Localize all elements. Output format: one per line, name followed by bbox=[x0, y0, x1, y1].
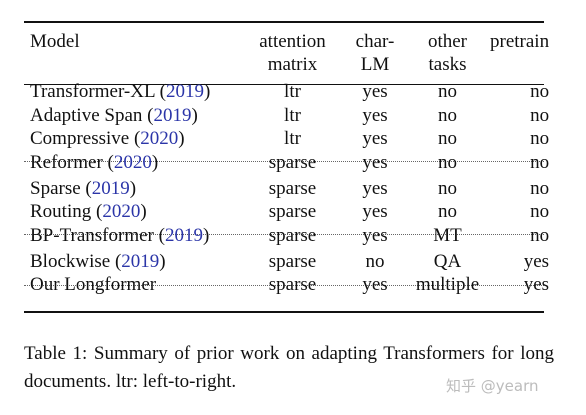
citation-year-link[interactable]: 2020 bbox=[102, 201, 141, 222]
header-char-lm: char-LM bbox=[355, 31, 395, 75]
cell-attention: sparse bbox=[268, 177, 317, 199]
model-name: Transformer-XL ( bbox=[30, 81, 166, 102]
cell-char-lm: yes bbox=[362, 274, 388, 295]
cell-other-tasks: no bbox=[438, 151, 457, 173]
table-row: Blockwise (2019) sparse no QA yes bbox=[30, 250, 549, 274]
group-divider-3 bbox=[24, 285, 544, 286]
cell-model: Blockwise (2019) bbox=[30, 250, 240, 274]
cell-attention: sparse bbox=[268, 250, 317, 272]
header-pretrain: pretrain bbox=[490, 31, 550, 52]
header-attention-line2: matrix bbox=[267, 54, 318, 75]
cell-other-tasks: no bbox=[438, 201, 457, 222]
cell-other-tasks: QA bbox=[433, 250, 462, 272]
model-name: Sparse ( bbox=[30, 177, 92, 199]
model-name: Routing ( bbox=[30, 201, 103, 222]
cell-pretrain: no bbox=[530, 81, 550, 102]
model-name: Adaptive Span ( bbox=[30, 104, 154, 126]
citation-close: ) bbox=[191, 104, 198, 126]
cell-pretrain: yes bbox=[523, 250, 550, 272]
cell-pretrain: no bbox=[530, 128, 550, 149]
table-top-rule bbox=[24, 21, 544, 23]
cell-model: Our Longformer bbox=[30, 273, 240, 299]
cell-char-lm: yes bbox=[362, 201, 388, 222]
citation-year-link[interactable]: 2020 bbox=[140, 128, 179, 149]
cell-pretrain: yes bbox=[523, 274, 550, 295]
table-row: Sparse (2019) sparse yes no no bbox=[30, 177, 549, 201]
cell-model: Sparse (2019) bbox=[30, 177, 240, 201]
cell-other-tasks: no bbox=[438, 104, 457, 126]
cell-model: Compressive (2020) bbox=[30, 127, 240, 151]
cell-model: BP-Transformer (2019) bbox=[30, 224, 240, 250]
header-model: Model bbox=[30, 31, 80, 52]
table-row: Our Longformer sparse yes multiple yes bbox=[30, 273, 549, 299]
cell-char-lm: yes bbox=[362, 151, 388, 173]
cell-pretrain: no bbox=[530, 224, 550, 246]
header-attention-matrix: attention matrix bbox=[240, 30, 345, 80]
cell-model: Routing (2020) bbox=[30, 200, 240, 224]
citation-year-link[interactable]: 2019 bbox=[91, 177, 130, 199]
group-divider-1 bbox=[24, 161, 544, 162]
group-divider-2 bbox=[24, 234, 544, 235]
cell-model: Transformer-XL (2019) bbox=[30, 80, 240, 104]
citation-year-link[interactable]: 2019 bbox=[164, 224, 203, 246]
table-bottom-rule bbox=[24, 311, 544, 313]
cell-other-tasks: MT bbox=[433, 224, 462, 246]
cell-model: Reformer (2020) bbox=[30, 151, 240, 177]
cell-attention: ltr bbox=[284, 128, 301, 149]
model-name: Blockwise ( bbox=[30, 250, 122, 272]
cell-char-lm: yes bbox=[362, 104, 388, 126]
header-attention-line1: attention bbox=[259, 31, 326, 52]
citation-year-link[interactable]: 2020 bbox=[113, 151, 152, 173]
watermark: 知乎 @yearn bbox=[446, 377, 539, 395]
table-row: Adaptive Span (2019) ltr yes no no bbox=[30, 104, 549, 128]
cell-pretrain: no bbox=[530, 177, 550, 199]
cell-char-lm: yes bbox=[362, 81, 388, 102]
model-name: Our Longformer bbox=[30, 274, 157, 295]
model-name: Compressive ( bbox=[30, 128, 141, 149]
cell-pretrain: no bbox=[530, 104, 550, 126]
table-body: Transformer-XL (2019) ltr yes no no Adaptive … bbox=[30, 80, 549, 299]
table-header-row: Model attention matrix char-LM other tas… bbox=[30, 30, 549, 80]
cell-attention: sparse bbox=[268, 201, 317, 222]
model-name: BP-Transformer ( bbox=[30, 224, 165, 246]
cell-other-tasks: multiple bbox=[415, 274, 480, 295]
citation-year-link[interactable]: 2019 bbox=[121, 250, 160, 272]
header-other-line1: other bbox=[427, 31, 468, 52]
cell-char-lm: no bbox=[365, 250, 385, 272]
citation-year-link[interactable]: 2019 bbox=[165, 81, 204, 102]
table-header-rule bbox=[24, 84, 544, 85]
table-row: Compressive (2020) ltr yes no no bbox=[30, 127, 549, 151]
table-row: Transformer-XL (2019) ltr yes no no bbox=[30, 80, 549, 104]
cell-model: Adaptive Span (2019) bbox=[30, 104, 240, 128]
citation-close: ) bbox=[159, 250, 166, 272]
cell-pretrain: no bbox=[530, 151, 550, 173]
cell-attention: sparse bbox=[268, 151, 317, 173]
cell-attention: sparse bbox=[268, 274, 317, 295]
citation-close: ) bbox=[151, 151, 159, 173]
table-row: BP-Transformer (2019) sparse yes MT no bbox=[30, 224, 549, 250]
table-row: Reformer (2020) sparse yes no no bbox=[30, 151, 549, 177]
model-name: Reformer ( bbox=[30, 151, 114, 173]
table-row: Routing (2020) sparse yes no no bbox=[30, 200, 549, 224]
cell-char-lm: yes bbox=[362, 177, 388, 199]
cell-other-tasks: no bbox=[438, 128, 457, 149]
citation-close: ) bbox=[202, 224, 210, 246]
citation-close: ) bbox=[140, 201, 147, 222]
citation-close: ) bbox=[203, 81, 211, 102]
cell-pretrain: no bbox=[530, 201, 550, 222]
cell-other-tasks: no bbox=[438, 177, 457, 199]
header-other-tasks: other tasks bbox=[405, 30, 490, 80]
citation-close: ) bbox=[178, 128, 185, 149]
table-caption: Table 1: Summary of prior work on adapti… bbox=[24, 343, 554, 392]
prior-work-table: Model attention matrix char-LM other tas… bbox=[30, 30, 549, 299]
header-other-line2: tasks bbox=[428, 54, 467, 75]
cell-char-lm: yes bbox=[362, 128, 388, 149]
cell-attention: sparse bbox=[268, 224, 317, 246]
cell-attention: ltr bbox=[284, 104, 301, 126]
citation-year-link[interactable]: 2019 bbox=[153, 104, 192, 126]
cell-attention: ltr bbox=[284, 81, 301, 102]
citation-close: ) bbox=[129, 177, 137, 199]
cell-char-lm: yes bbox=[362, 224, 388, 246]
cell-other-tasks: no bbox=[438, 81, 457, 102]
